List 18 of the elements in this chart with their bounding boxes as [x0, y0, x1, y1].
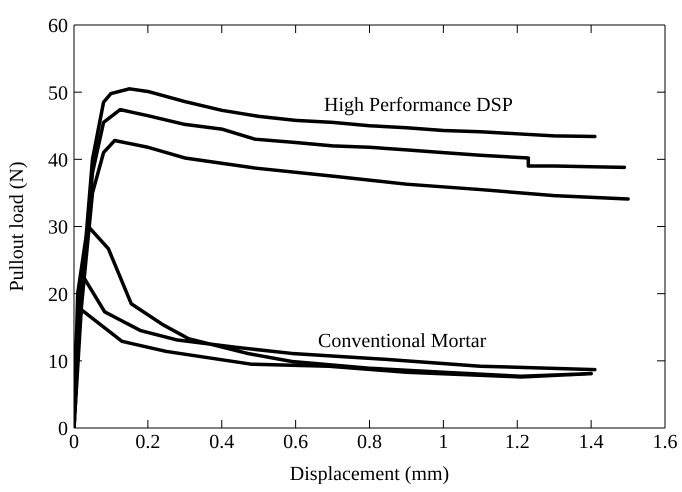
y-axis-title: Pullout load (N)	[6, 162, 28, 292]
x-tick-label: 1.4	[578, 431, 604, 454]
annotation: Conventional Mortar	[318, 330, 486, 353]
x-tick-label: 0.2	[135, 431, 160, 454]
x-tick-label: 1.6	[652, 431, 678, 454]
x-tick-label: 0.6	[283, 431, 308, 454]
x-axis-title: Displacement (mm)	[290, 463, 450, 485]
x-tick-label: 0.8	[357, 431, 382, 454]
x-tick-label: 1.2	[504, 431, 530, 454]
y-tick-label: 60	[48, 15, 68, 38]
y-tick-label: 40	[48, 149, 68, 172]
y-tick-label: 10	[48, 350, 68, 373]
x-tick-label: 0.4	[209, 431, 234, 454]
x-tick-label: 1	[438, 431, 448, 454]
annotation: High Performance DSP	[324, 94, 513, 117]
y-tick-label: 20	[48, 284, 68, 306]
y-tick-label: 50	[48, 82, 68, 104]
y-tick-label: 30	[48, 216, 68, 239]
